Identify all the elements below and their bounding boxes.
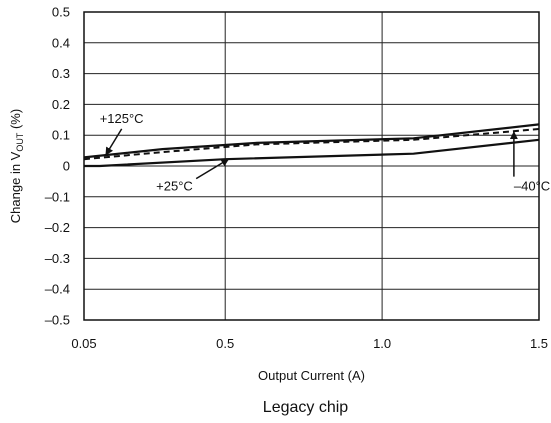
y-tick-labels: 0.5 0.4 0.3 0.2 0.1 0 –0.1 –0.2 –0.3 –0.4 –0.5 <box>45 5 70 328</box>
y-tick-label: 0.2 <box>52 97 70 112</box>
y-tick-label: –0.2 <box>45 220 70 235</box>
y-axis-title-suffix: (%) <box>8 109 23 133</box>
y-tick-label: –0.3 <box>45 251 70 266</box>
y-tick-label: 0.1 <box>52 128 70 143</box>
y-tick-label: 0 <box>63 159 70 174</box>
annotation-arrow <box>105 128 123 156</box>
grid-lines <box>84 12 539 320</box>
annotation-arrow <box>195 158 230 180</box>
y-tick-label: –0.5 <box>45 313 70 328</box>
chart-caption: Legacy chip <box>263 399 348 416</box>
series-line <box>83 123 540 159</box>
series-group <box>83 123 540 168</box>
series-line <box>84 138 540 168</box>
y-tick-label: –0.1 <box>45 189 70 204</box>
annotation-label: +125°C <box>100 111 144 126</box>
x-tick-label: 1.0 <box>373 336 391 351</box>
y-tick-label: –0.4 <box>45 282 70 297</box>
annotations-group: +125°C +25°C –40°C <box>100 111 550 194</box>
annotation-label: +25°C <box>156 179 193 194</box>
y-tick-label: 0.3 <box>52 66 70 81</box>
x-tick-label: 0.5 <box>216 336 234 351</box>
x-axis-title: Output Current (A) <box>258 368 365 383</box>
series-line <box>83 128 540 161</box>
y-axis-title: Change in VOUT (%) <box>8 109 25 223</box>
y-axis-title-prefix: Change in V <box>8 151 23 223</box>
y-axis-title-subscript: OUT <box>15 132 25 152</box>
y-tick-label: 0.5 <box>52 5 70 20</box>
x-tick-label: 1.5 <box>530 336 548 351</box>
x-tick-label: 0.05 <box>71 336 96 351</box>
plot-area-frame <box>83 11 540 321</box>
x-tick-labels: 0.05 0.5 1.0 1.5 <box>71 336 548 351</box>
y-tick-label: 0.4 <box>52 35 70 50</box>
annotation-label: –40°C <box>514 179 550 194</box>
